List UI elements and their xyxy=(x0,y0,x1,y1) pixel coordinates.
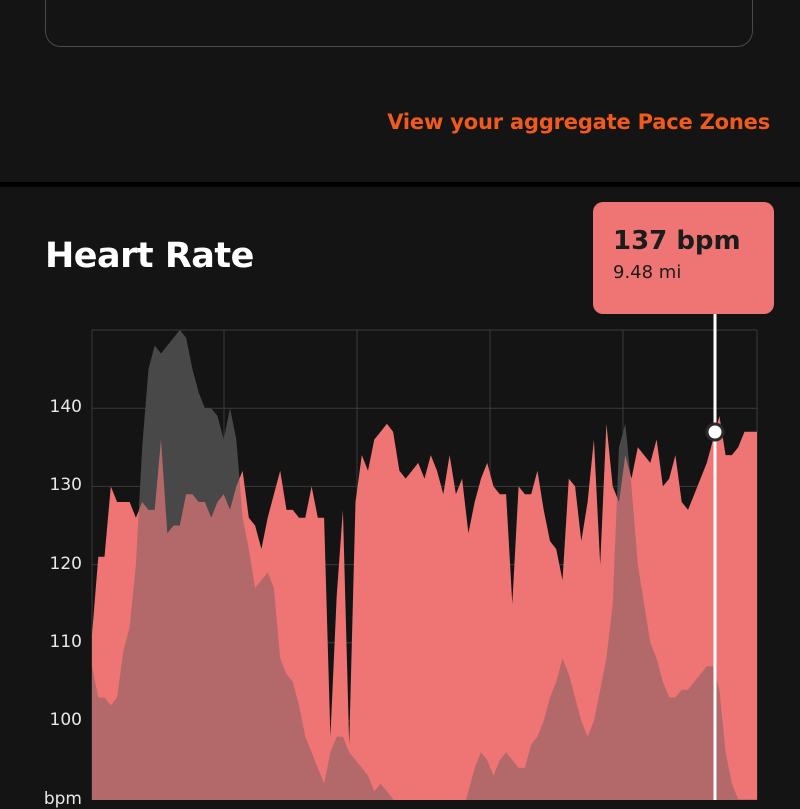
heart-rate-tooltip: 137 bpm 9.48 mi xyxy=(593,202,774,314)
heart-rate-area xyxy=(92,416,757,800)
elevation-area-overlay xyxy=(92,330,757,800)
y-tick-label: 140 xyxy=(49,397,82,418)
section-divider xyxy=(0,182,800,187)
y-axis-unit: bpm xyxy=(43,789,82,809)
heart-rate-title: Heart Rate xyxy=(45,236,254,276)
cursor-point xyxy=(705,422,725,442)
y-tick-label: 120 xyxy=(49,553,82,574)
y-tick-label: 100 xyxy=(49,710,82,730)
view-pace-zones-link[interactable]: View your aggregate Pace Zones xyxy=(387,110,770,134)
y-tick-label: 130 xyxy=(49,475,82,496)
tooltip-distance: 9.48 mi xyxy=(613,262,682,283)
y-tick-label: 110 xyxy=(49,631,82,652)
previous-card-bottom xyxy=(45,0,753,47)
tooltip-bpm-value: 137 bpm xyxy=(613,226,741,256)
